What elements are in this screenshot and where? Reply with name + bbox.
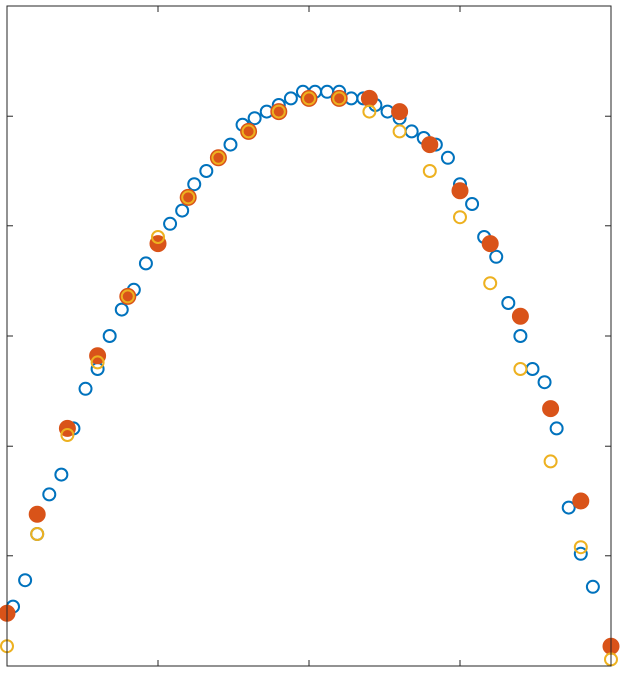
data-point bbox=[511, 307, 529, 325]
data-point bbox=[451, 182, 469, 200]
data-point bbox=[42, 487, 57, 502]
data-point bbox=[138, 256, 153, 271]
axes-frame bbox=[6, 5, 612, 667]
data-point bbox=[223, 137, 238, 152]
data-point bbox=[392, 124, 407, 139]
data-point bbox=[585, 579, 600, 594]
data-point bbox=[28, 505, 46, 523]
data-point bbox=[421, 136, 439, 154]
data-point bbox=[561, 500, 576, 515]
data-point bbox=[283, 91, 298, 106]
data-point bbox=[163, 216, 178, 231]
data-point bbox=[114, 302, 129, 317]
data-point bbox=[572, 492, 590, 510]
data-point bbox=[513, 329, 528, 343]
series-1 bbox=[6, 84, 600, 614]
data-point bbox=[440, 150, 455, 165]
axis-ticks bbox=[7, 6, 611, 666]
data-point bbox=[422, 164, 437, 178]
data-point bbox=[30, 527, 45, 541]
data-point bbox=[181, 190, 196, 205]
data-point bbox=[573, 540, 588, 555]
data-point bbox=[465, 197, 480, 211]
data-point bbox=[90, 355, 105, 370]
data-point bbox=[332, 91, 347, 106]
data-point bbox=[18, 573, 33, 588]
data-point bbox=[513, 362, 528, 376]
series-3 bbox=[0, 91, 618, 667]
data-point bbox=[271, 104, 286, 119]
data-point bbox=[481, 235, 499, 253]
data-point bbox=[302, 91, 316, 106]
chart-marks bbox=[0, 84, 620, 667]
data-point bbox=[543, 454, 558, 469]
data-point bbox=[54, 467, 69, 482]
data-point bbox=[391, 103, 409, 121]
data-point bbox=[211, 150, 226, 165]
data-point bbox=[247, 111, 262, 126]
data-point bbox=[483, 276, 498, 291]
data-point bbox=[362, 104, 377, 119]
data-point bbox=[187, 177, 202, 192]
data-point bbox=[542, 400, 560, 418]
data-point bbox=[241, 124, 256, 139]
data-point bbox=[501, 296, 516, 310]
data-point bbox=[573, 546, 588, 561]
data-point bbox=[175, 203, 190, 218]
data-point bbox=[78, 381, 93, 396]
data-point bbox=[549, 421, 564, 436]
data-point bbox=[360, 89, 378, 107]
data-point bbox=[120, 289, 135, 304]
data-point bbox=[453, 210, 467, 225]
data-point bbox=[199, 164, 214, 178]
data-point bbox=[60, 428, 75, 442]
data-point bbox=[489, 249, 504, 264]
data-point bbox=[537, 375, 552, 390]
data-point bbox=[151, 230, 165, 244]
data-point bbox=[102, 329, 117, 343]
